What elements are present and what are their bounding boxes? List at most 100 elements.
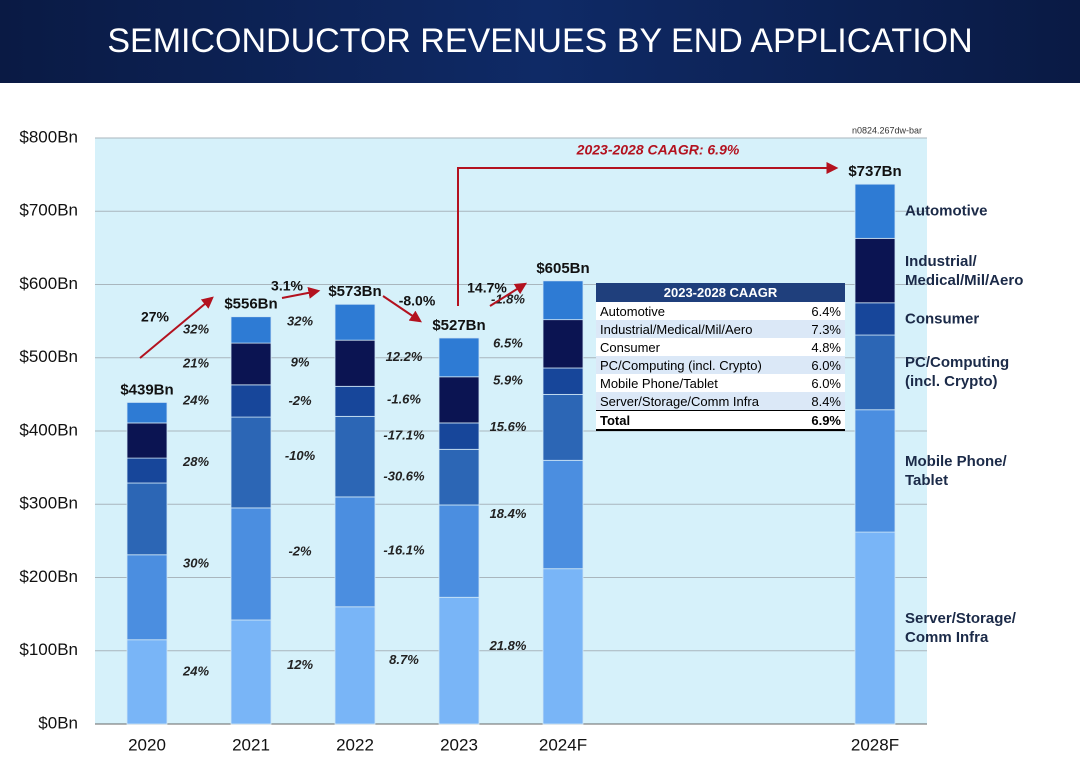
cagr-annotation: 2023-2028 CAAGR: 6.9% xyxy=(576,142,740,158)
bar-segment xyxy=(334,606,376,725)
cagr-table: 2023-2028 CAAGR Automotive 6.4% Industrial/… xyxy=(596,283,845,431)
y-tick-label: $500Bn xyxy=(19,347,78,366)
bar-segment xyxy=(230,619,272,725)
table-cell: Total xyxy=(596,410,800,431)
growth-label: 21% xyxy=(182,355,209,370)
bar-segment xyxy=(230,507,272,621)
total-growth-label: 3.1% xyxy=(271,278,303,294)
x-tick-label: 2024F xyxy=(539,735,587,754)
bar-segment xyxy=(334,385,376,417)
table-cell: 6.0% xyxy=(799,356,845,374)
bar-segment xyxy=(230,416,272,509)
growth-label: -1.6% xyxy=(387,391,421,406)
legend-entry: Industrial/ Medical/Mil/Aero xyxy=(905,252,1024,289)
y-tick-label: $100Bn xyxy=(19,640,78,659)
bar-segment xyxy=(854,531,896,725)
total-label: $605Bn xyxy=(536,260,589,277)
table-cell: Automotive xyxy=(596,302,800,320)
growth-arrow xyxy=(489,282,528,307)
y-tick-label: $300Bn xyxy=(19,494,78,513)
bar-segment xyxy=(438,337,480,378)
growth-label: 12% xyxy=(287,657,313,672)
total-growth-label: -8.0% xyxy=(399,293,436,309)
table-title: 2023-2028 CAAGR xyxy=(596,283,845,302)
y-tick-label: $0Bn xyxy=(38,713,78,732)
legend-entry: Consumer xyxy=(905,310,980,328)
growth-arrow xyxy=(382,295,422,323)
legend-entry: Automotive xyxy=(905,202,988,220)
note: n0824.267dw-bar xyxy=(852,125,922,135)
legend-entry: PC/Computing (incl. Crypto) xyxy=(905,354,1010,391)
bar-segment xyxy=(334,415,376,498)
bar-segment xyxy=(542,393,584,461)
bar-segment xyxy=(126,402,168,424)
x-tick-label: 2020 xyxy=(128,735,166,754)
bar-segment xyxy=(126,482,168,556)
chart-title: SEMICONDUCTOR REVENUES BY END APPLICATIO… xyxy=(107,22,972,60)
bar-segment xyxy=(126,639,168,725)
bar-segment xyxy=(854,302,896,336)
growth-label: 24% xyxy=(182,663,209,678)
bar-segment xyxy=(230,342,272,386)
bar-segment xyxy=(854,237,896,304)
legend-entry: Mobile Phone/ Tablet xyxy=(905,452,1007,489)
growth-label: 8.7% xyxy=(389,652,419,667)
growth-label: -30.6% xyxy=(383,469,425,484)
table-cell: PC/Computing (incl. Crypto) xyxy=(596,356,800,374)
x-tick-label: 2028F xyxy=(851,735,899,754)
growth-label: -16.1% xyxy=(383,543,425,558)
growth-label: 18.4% xyxy=(490,506,527,521)
growth-label: 21.8% xyxy=(489,638,527,653)
bar-segment xyxy=(542,568,584,725)
table-cell: Consumer xyxy=(596,338,800,356)
table-cell: 4.8% xyxy=(799,338,845,356)
cagr-arrow xyxy=(457,162,839,306)
growth-label: 28% xyxy=(182,454,209,469)
table-cell: 6.4% xyxy=(799,302,845,320)
growth-label: -1.8% xyxy=(491,292,525,307)
bar-segment xyxy=(334,303,376,341)
table-total-row: Total 6.9% xyxy=(596,410,845,431)
bar-segment xyxy=(438,448,480,506)
table-row: Automotive 6.4% xyxy=(596,302,845,320)
table-row: Server/Storage/Comm Infra 8.4% xyxy=(596,392,845,411)
bar-segment xyxy=(126,554,168,641)
bar-segment xyxy=(854,409,896,533)
table-row: Industrial/Medical/Mil/Aero 7.3% xyxy=(596,320,845,338)
y-tick-label: $700Bn xyxy=(19,201,78,220)
total-label: $556Bn xyxy=(224,296,277,313)
table-row: Consumer 4.8% xyxy=(596,338,845,356)
x-tick-label: 2022 xyxy=(336,735,374,754)
bar-segment xyxy=(438,596,480,725)
table-cell: 8.4% xyxy=(799,392,845,411)
total-growth-label: 27% xyxy=(141,309,170,325)
bar-segment xyxy=(126,422,168,459)
table-row: PC/Computing (incl. Crypto) 6.0% xyxy=(596,356,845,374)
table-cell: Industrial/Medical/Mil/Aero xyxy=(596,320,800,338)
growth-label: 32% xyxy=(287,314,313,329)
bar-segment xyxy=(854,183,896,239)
header-band xyxy=(0,0,1080,83)
bar-segment xyxy=(542,367,584,395)
growth-label: -10% xyxy=(285,448,316,463)
growth-arrow xyxy=(139,296,214,359)
bar-segment xyxy=(542,459,584,570)
growth-label: 12.2% xyxy=(386,349,423,364)
total-label: $527Bn xyxy=(432,317,485,334)
table-row: Mobile Phone/Tablet 6.0% xyxy=(596,374,845,392)
growth-label: 30% xyxy=(183,555,209,570)
table-header-row: 2023-2028 CAAGR xyxy=(596,283,845,302)
table-cell: 7.3% xyxy=(799,320,845,338)
growth-label: 15.6% xyxy=(490,419,527,434)
total-label: $737Bn xyxy=(848,163,901,180)
growth-label: 5.9% xyxy=(493,373,523,388)
total-growth-label: 14.7% xyxy=(467,280,507,296)
x-tick-label: 2021 xyxy=(232,735,270,754)
growth-label: 32% xyxy=(183,321,209,336)
growth-arrow xyxy=(281,286,321,299)
y-tick-label: $200Bn xyxy=(19,567,78,586)
growth-label: 24% xyxy=(182,392,209,407)
growth-label: 9% xyxy=(291,355,310,370)
